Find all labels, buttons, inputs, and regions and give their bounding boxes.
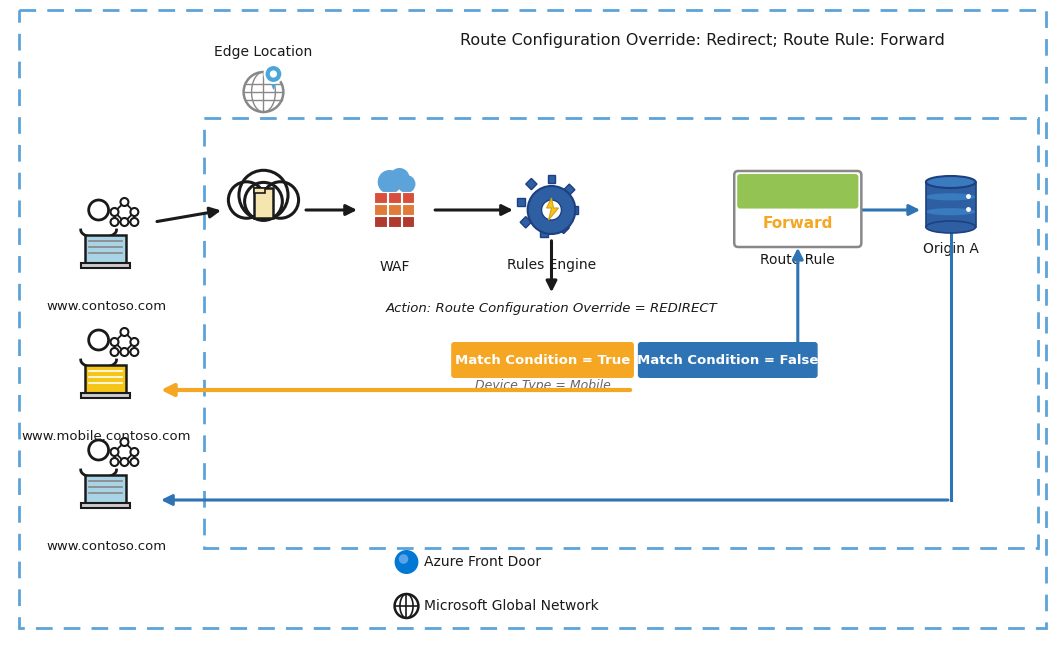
- Polygon shape: [269, 79, 278, 90]
- Bar: [521, 216, 531, 228]
- Circle shape: [130, 338, 139, 346]
- Circle shape: [399, 554, 408, 564]
- Text: www.mobile.contoso.com: www.mobile.contoso.com: [22, 430, 191, 443]
- Circle shape: [130, 458, 139, 466]
- Ellipse shape: [926, 221, 975, 233]
- Circle shape: [270, 70, 277, 78]
- Circle shape: [89, 440, 109, 460]
- Bar: [373, 204, 386, 215]
- Text: www.contoso.com: www.contoso.com: [47, 540, 166, 553]
- Text: Device Type = Mobile: Device Type = Mobile: [475, 379, 610, 392]
- Circle shape: [528, 186, 576, 234]
- FancyBboxPatch shape: [80, 263, 130, 268]
- Circle shape: [110, 208, 118, 216]
- Circle shape: [121, 458, 128, 466]
- FancyBboxPatch shape: [85, 365, 126, 393]
- FancyBboxPatch shape: [85, 235, 126, 263]
- Text: WAF: WAF: [380, 260, 409, 274]
- Polygon shape: [547, 198, 559, 220]
- Bar: [373, 192, 386, 203]
- Bar: [540, 229, 548, 237]
- Circle shape: [89, 330, 109, 350]
- Circle shape: [121, 348, 128, 356]
- Circle shape: [89, 200, 109, 220]
- Text: Origin A: Origin A: [923, 242, 979, 256]
- Bar: [564, 184, 574, 195]
- Bar: [387, 216, 401, 227]
- Circle shape: [130, 348, 139, 356]
- Circle shape: [378, 170, 402, 194]
- Bar: [402, 192, 415, 203]
- Circle shape: [398, 175, 416, 193]
- Text: Microsoft Global Network: Microsoft Global Network: [424, 599, 599, 613]
- Circle shape: [395, 550, 418, 574]
- Ellipse shape: [926, 208, 975, 215]
- Bar: [516, 198, 525, 206]
- FancyBboxPatch shape: [254, 188, 273, 218]
- Circle shape: [110, 458, 118, 466]
- FancyBboxPatch shape: [254, 188, 266, 193]
- Circle shape: [130, 208, 139, 216]
- FancyBboxPatch shape: [737, 174, 858, 209]
- Circle shape: [542, 200, 562, 220]
- Circle shape: [130, 218, 139, 226]
- Text: Azure Front Door: Azure Front Door: [424, 555, 542, 569]
- Text: Match Condition = True: Match Condition = True: [455, 353, 631, 366]
- Text: Route Configuration Override: Redirect; Route Rule: Forward: Route Configuration Override: Redirect; …: [460, 32, 945, 48]
- Bar: [373, 216, 386, 227]
- Text: www.contoso.com: www.contoso.com: [47, 300, 166, 313]
- Bar: [558, 222, 569, 234]
- Circle shape: [121, 438, 128, 446]
- FancyBboxPatch shape: [734, 171, 861, 247]
- FancyBboxPatch shape: [80, 503, 130, 508]
- Ellipse shape: [926, 193, 975, 200]
- Ellipse shape: [926, 176, 975, 188]
- Text: Match Condition = False: Match Condition = False: [637, 353, 819, 366]
- Bar: [204, 118, 1038, 548]
- FancyBboxPatch shape: [80, 393, 130, 398]
- Bar: [570, 206, 579, 214]
- Circle shape: [243, 72, 284, 112]
- Circle shape: [130, 448, 139, 456]
- Bar: [548, 175, 555, 183]
- Circle shape: [110, 448, 118, 456]
- Bar: [402, 204, 415, 215]
- Circle shape: [121, 328, 128, 336]
- Text: Action: Route Configuration Override = REDIRECT: Action: Route Configuration Override = R…: [385, 302, 717, 315]
- Circle shape: [110, 348, 118, 356]
- Text: Rules Engine: Rules Engine: [507, 258, 596, 272]
- Bar: [526, 178, 537, 190]
- Circle shape: [110, 338, 118, 346]
- Bar: [387, 192, 401, 203]
- Circle shape: [110, 218, 118, 226]
- Circle shape: [262, 182, 298, 218]
- Circle shape: [389, 168, 409, 188]
- Text: Edge Location: Edge Location: [215, 45, 312, 59]
- FancyBboxPatch shape: [638, 342, 818, 378]
- Bar: [387, 204, 401, 215]
- Circle shape: [244, 182, 282, 220]
- Bar: [926, 182, 975, 227]
- Circle shape: [229, 182, 264, 218]
- Bar: [402, 216, 415, 227]
- Text: Forward: Forward: [763, 216, 833, 231]
- FancyBboxPatch shape: [451, 342, 634, 378]
- Circle shape: [264, 65, 282, 83]
- Circle shape: [121, 198, 128, 206]
- Circle shape: [239, 171, 288, 220]
- Text: Route Rule: Route Rule: [761, 253, 835, 267]
- FancyBboxPatch shape: [85, 475, 126, 503]
- Circle shape: [121, 218, 128, 226]
